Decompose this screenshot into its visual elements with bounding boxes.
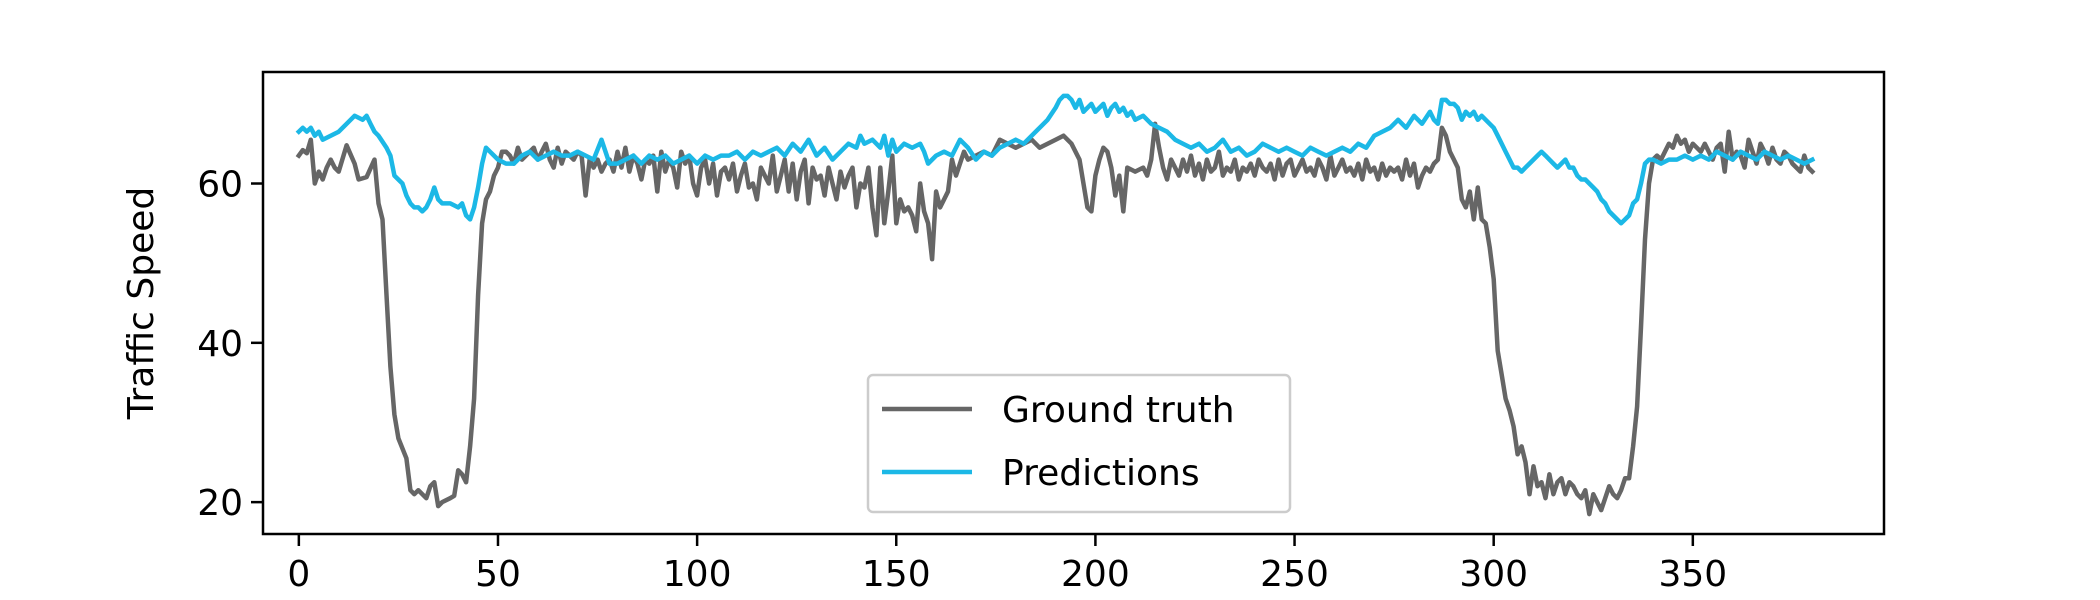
x-tick-label: 350 [1658,554,1727,595]
series-line-predictions [295,93,1816,226]
x-tick-label: 300 [1459,554,1528,595]
y-tick-label: 40 [197,324,243,365]
x-tick-label: 50 [475,554,521,595]
legend: Ground truth Predictions [866,373,1292,514]
x-tick-label: 100 [663,554,732,595]
y-tick-label: 20 [197,483,243,524]
axes-frame [261,70,1886,536]
legend-label-ground-truth: Ground truth [1002,390,1235,431]
axis-ticks: 0 50 100 150 200 250 300 350 20 40 60 [197,165,1727,595]
legend-box [866,373,1292,514]
plot-area [295,93,1816,517]
x-tick-label: 150 [862,554,931,595]
legend-label-predictions: Predictions [1002,453,1200,494]
x-tick-label: 200 [1061,554,1130,595]
x-tick-label: 0 [287,554,310,595]
y-axis-label: Traffic Speed [121,187,162,420]
y-tick-label: 60 [197,165,243,206]
x-tick-label: 250 [1260,554,1329,595]
